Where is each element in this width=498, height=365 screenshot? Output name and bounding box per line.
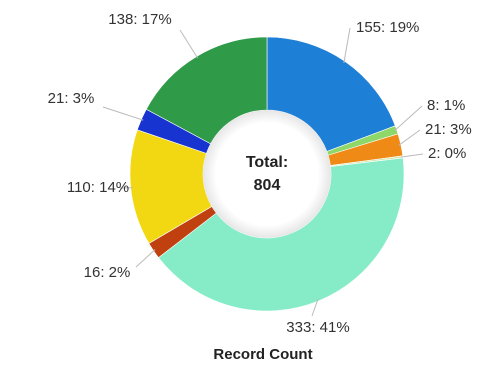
leader-line-3	[400, 153, 424, 158]
slice-labels: 155: 19% 8: 1% 21: 3% 2: 0% 333: 41% 16: 2% 11…	[48, 11, 472, 336]
leader-lines	[102, 27, 424, 317]
leader-line-0	[343, 27, 351, 64]
slice-label-3: 2: 0%	[428, 145, 466, 162]
slice-label-0: 155: 19%	[356, 19, 419, 36]
chart-footer-label: Record Count	[213, 346, 312, 363]
slice-label-6: 110: 14%	[67, 179, 129, 196]
slice-label-4: 333: 41%	[286, 319, 349, 336]
donut-slices	[129, 36, 405, 312]
center-total-value: 804	[254, 177, 281, 194]
leader-line-7	[102, 106, 144, 121]
donut-hole	[203, 110, 331, 238]
leader-line-1	[394, 105, 423, 131]
slice-label-5: 16: 2%	[84, 264, 131, 281]
leader-line-2	[398, 129, 421, 146]
slice-label-1: 8: 1%	[427, 97, 465, 114]
slice-label-8: 138: 17%	[108, 11, 171, 28]
leader-line-5	[135, 249, 156, 268]
slice-label-7: 21: 3%	[48, 90, 95, 107]
center-total-label: Total:	[246, 154, 288, 171]
leader-line-4	[311, 298, 319, 317]
slice-0	[266, 36, 396, 152]
leader-line-8	[179, 29, 199, 59]
slice-label-2: 21: 3%	[425, 121, 472, 138]
